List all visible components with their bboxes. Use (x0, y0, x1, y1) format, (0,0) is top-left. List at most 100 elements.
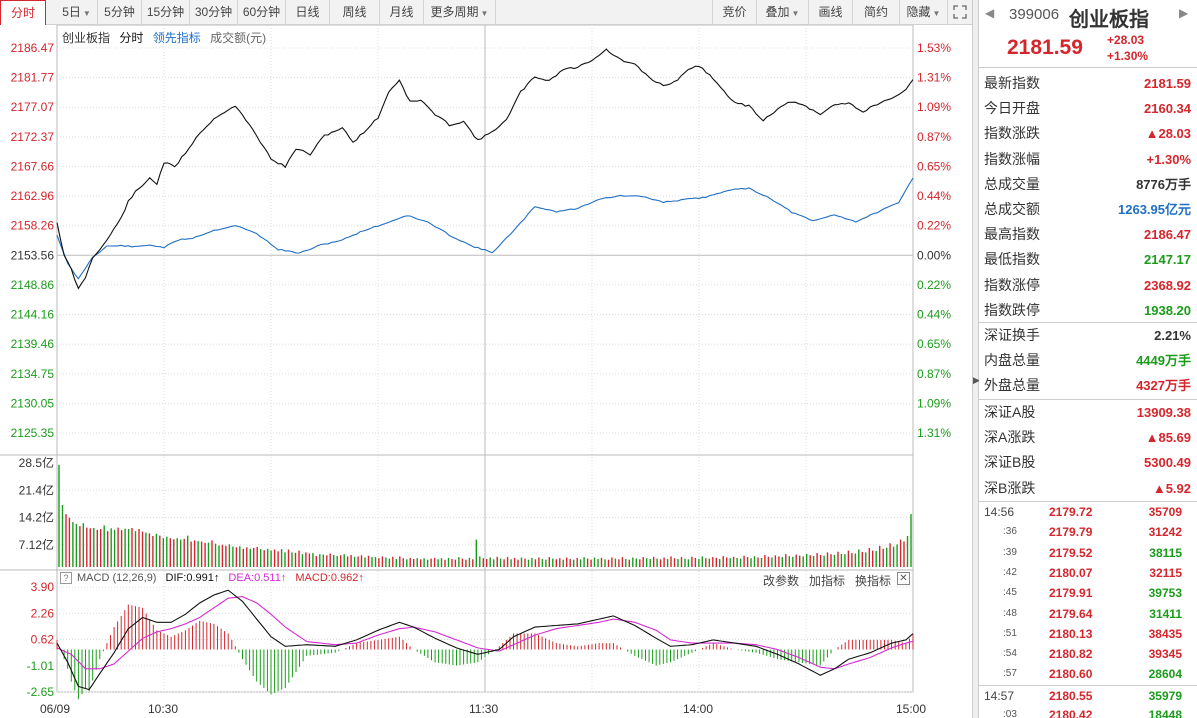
quote-value: ▲28.03 (1145, 126, 1191, 142)
price-axis-label: 2130.05 (11, 396, 55, 410)
average-price-line (56, 177, 914, 280)
chevron-down-icon: ▼ (82, 9, 91, 18)
pct-axis-label: 0.00% (917, 248, 951, 262)
close-icon[interactable]: ✕ (897, 572, 910, 585)
tick-row: :03 2180.42 18448 (979, 705, 1197, 718)
switch-indicator-button[interactable]: 换指标 (855, 574, 892, 588)
pct-axis-label: 1.09% (917, 100, 951, 114)
quote-row: 总成交额 1263.95亿元 (979, 197, 1197, 222)
macd-axis-label: -2.65 (27, 685, 55, 699)
dif-line (56, 589, 914, 691)
tab-15min[interactable]: 15分钟 (142, 0, 190, 25)
tab-daily[interactable]: 日线 (286, 0, 330, 25)
quote-value: 1938.20 (1144, 302, 1191, 318)
tab-60min[interactable]: 60分钟 (238, 0, 286, 25)
tab-more-label: 更多周期 (430, 5, 479, 19)
price-axis-label: 2144.16 (11, 308, 55, 322)
chart-area[interactable]: 2186.47 1.53% 2181.77 1.31% 2177.07 1.09% 2172… (0, 25, 972, 718)
quote-row: 内盘总量 4449万手 (979, 348, 1197, 373)
tab-5day-label: 5日 (62, 5, 81, 19)
quote-label: 外盘总量 (984, 377, 1040, 394)
intraday-chart[interactable]: 2186.47 1.53% 2181.77 1.31% 2177.07 1.09% 2172… (0, 25, 972, 718)
tick-price: 2179.91 (1049, 586, 1093, 601)
pct-axis-label: 0.87% (917, 367, 951, 381)
auction-button[interactable]: 竞价 (712, 0, 757, 25)
macd-axis-label: -1.01 (27, 659, 55, 673)
overlay-button[interactable]: 叠加 ▼ (757, 0, 809, 25)
help-icon[interactable]: ? (60, 572, 72, 584)
tick-price: 2179.52 (1049, 545, 1093, 560)
pct-axis-label: 1.31% (917, 426, 951, 440)
tab-5min[interactable]: 5分钟 (98, 0, 142, 25)
quote-label: 最高指数 (984, 226, 1040, 243)
quote-row: 指数涨跌 ▲28.03 (979, 121, 1197, 146)
add-indicator-button[interactable]: 加指标 (809, 574, 846, 588)
tick-time: :36 (1003, 526, 1017, 538)
quote-value: 8776万手 (1136, 176, 1191, 192)
pct-axis-label: 0.44% (917, 189, 951, 203)
expand-icon[interactable] (948, 0, 972, 25)
quote-row: 最高指数 2186.47 (979, 222, 1197, 247)
tick-row: :36 2179.79 31242 (979, 522, 1197, 542)
pct-axis-label: 0.87% (917, 130, 951, 144)
tick-volume: 39753 (1148, 586, 1182, 601)
tab-30min[interactable]: 30分钟 (190, 0, 238, 25)
next-stock-icon[interactable]: ▶ (1179, 6, 1189, 20)
tick-time: :39 (1003, 546, 1017, 558)
tab-5day[interactable]: 5日 ▼ (56, 0, 98, 25)
tab-fenshi[interactable]: 分时 (0, 0, 46, 25)
panel-collapse-handle[interactable]: ▶ (972, 0, 980, 718)
collapse-arrow-icon: ▶ (973, 375, 980, 385)
tick-row: :42 2180.07 32115 (979, 563, 1197, 583)
quote-row: 今日开盘 2160.34 (979, 96, 1197, 121)
quote-row: 指数跌停 1938.20 (979, 298, 1197, 323)
macd-value: MACD:0.962↑ (295, 572, 364, 584)
time-axis-label: 06/09 (40, 702, 70, 716)
quote-value: 2181.59 (1144, 76, 1191, 91)
price-axis-label: 2148.86 (11, 278, 55, 292)
quote-label: 内盘总量 (984, 352, 1040, 369)
quote-value: 2186.47 (1144, 227, 1191, 243)
pct-axis-label: 1.31% (917, 71, 951, 85)
stock-name: 创业板指 (1069, 9, 1149, 31)
quote-label: 深证B股 (984, 454, 1036, 471)
tick-volume: 35709 (1148, 505, 1182, 519)
price-axis-label: 2186.47 (11, 41, 55, 55)
quote-value: 4327万手 (1136, 378, 1191, 394)
quote-label: 深证换手 (984, 327, 1040, 343)
quote-value: 1263.95亿元 (1118, 202, 1191, 217)
tick-price: 2180.07 (1049, 565, 1093, 580)
tab-weekly[interactable]: 周线 (330, 0, 380, 25)
quote-value: 4449万手 (1136, 353, 1191, 369)
volume-axis-label: 21.4亿 (19, 482, 54, 497)
hide-button[interactable]: 隐藏 ▼ (900, 0, 948, 25)
quote-row: 指数涨幅 +1.30% (979, 147, 1197, 172)
tick-time: 14:57 (984, 688, 1015, 703)
legend-index-name: 创业板指 (62, 31, 111, 45)
quote-header: ◀ 399006 创业板指 ▶ 2181.59 +28.03 +1.30% (979, 0, 1197, 68)
price-axis-label: 2153.56 (11, 248, 55, 262)
quote-row: 指数涨停 2368.92 (979, 273, 1197, 298)
volume-axis-label: 28.5亿 (19, 455, 54, 470)
tick-time: :03 (1003, 709, 1017, 718)
hide-label: 隐藏 (906, 5, 931, 19)
quote-row: 深证B股 5300.49 (979, 450, 1197, 475)
tab-more-periods[interactable]: 更多周期 ▼ (424, 0, 496, 25)
change-params-button[interactable]: 改参数 (763, 574, 800, 588)
price-axis-label: 2139.46 (11, 337, 55, 351)
prev-stock-icon[interactable]: ◀ (985, 6, 995, 20)
quote-label: 指数涨跌 (984, 125, 1040, 142)
quote-value: ▲85.69 (1145, 430, 1191, 446)
tick-time: :48 (1003, 607, 1017, 619)
simple-mode-button[interactable]: 简约 (853, 0, 900, 25)
pct-axis-label: 0.44% (917, 308, 951, 322)
macd-axis-label: 2.26 (31, 606, 55, 620)
pct-axis-label: 0.65% (917, 337, 951, 351)
tab-monthly[interactable]: 月线 (380, 0, 424, 25)
tick-volume: 35979 (1148, 688, 1182, 703)
legend-leading[interactable]: 领先指标 (152, 31, 201, 45)
draw-line-button[interactable]: 画线 (809, 0, 853, 25)
tick-time: :54 (1003, 648, 1017, 660)
chevron-down-icon: ▼ (480, 9, 489, 18)
tick-volume: 39345 (1148, 647, 1182, 662)
